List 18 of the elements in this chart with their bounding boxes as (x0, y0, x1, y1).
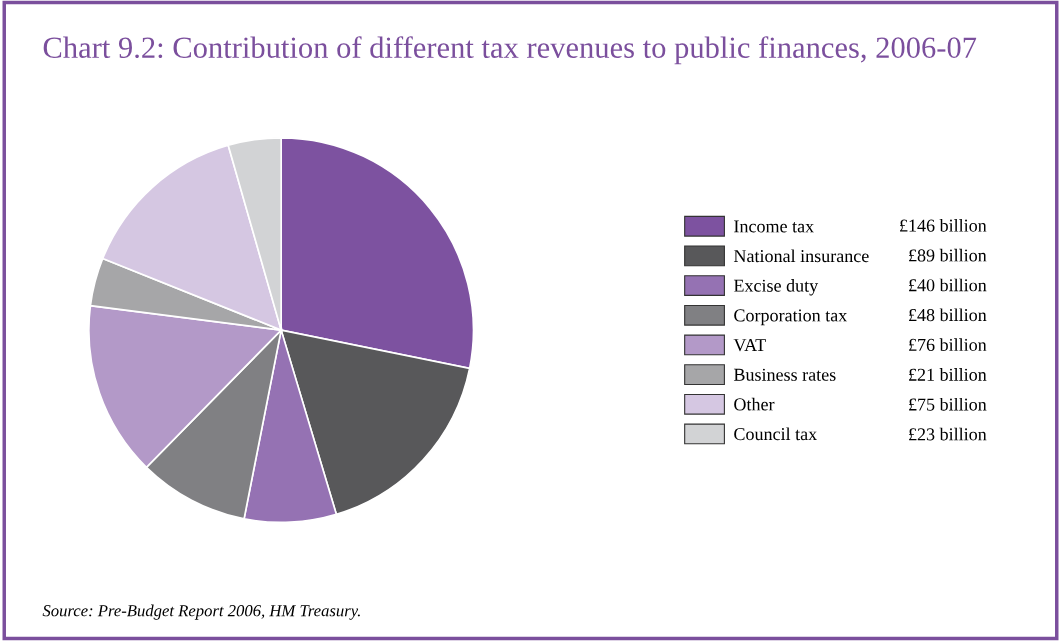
legend-label: Corporation tax (734, 309, 848, 326)
data-label: £146 billion (900, 219, 987, 232)
data-label: £89 billion (909, 248, 987, 262)
data-label: £75 billion (909, 397, 987, 411)
data-label: £23 billion (909, 427, 987, 441)
legend-label: Income tax (734, 220, 814, 233)
legend-label: Excise duty (733, 279, 819, 296)
chart-title: Chart 9.2: Contribution of different tax revenues to public finances, 2006-07 (43, 36, 977, 65)
data-label: £21 billion (909, 368, 987, 381)
data-label: £76 billion (909, 338, 987, 351)
legend-label: VAT (733, 339, 766, 352)
data-label: £40 billion (909, 278, 987, 292)
source-note: Source: Pre-Budget Report 2006, HM Treasury. (42, 604, 360, 620)
legend-label: National insurance (733, 249, 869, 263)
data-label: £48 billion (909, 308, 987, 322)
legend-label: Other (734, 397, 775, 411)
legend-label: Business rates (733, 368, 836, 381)
legend-label: Council tax (734, 427, 817, 441)
